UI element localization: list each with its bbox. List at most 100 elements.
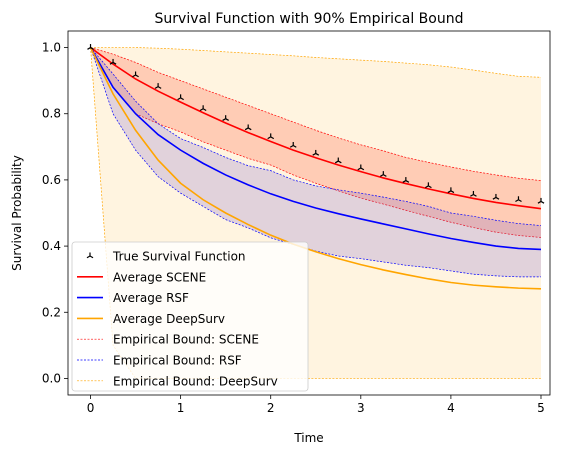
marker-arm	[515, 199, 519, 203]
legend-label: True Survival Function	[112, 250, 246, 264]
chart-title: Survival Function with 90% Empirical Bou…	[155, 11, 464, 27]
true-survival-point	[379, 171, 387, 177]
true-survival-point	[357, 164, 365, 171]
marker-arm	[90, 47, 94, 50]
marker-arm	[425, 185, 429, 189]
true-survival-point	[425, 182, 432, 189]
true-survival-point	[267, 133, 275, 140]
true-survival-point	[492, 193, 500, 200]
series-lines	[87, 44, 545, 290]
marker-arm	[492, 196, 497, 200]
bound-upper-scene	[90, 47, 542, 181]
true-survival-point	[537, 197, 545, 204]
marker-arm	[112, 61, 117, 65]
x-tick-label: 1	[177, 401, 185, 415]
marker-arm	[222, 118, 226, 121]
true-survival-point	[312, 149, 320, 156]
legend-label: Empirical Bound: RSF	[113, 354, 242, 368]
marker-arm	[135, 74, 139, 78]
marker-arm	[180, 97, 184, 101]
marker-arm	[334, 160, 339, 164]
true-survival-point	[447, 187, 455, 194]
marker-arm	[292, 144, 297, 148]
marker-arm	[337, 160, 342, 164]
y-axis: 0.0 0.2 0.4 0.6 0.8 1.0	[42, 41, 68, 385]
true-survival-point	[132, 71, 139, 78]
marker-arm	[312, 152, 317, 156]
marker-arm	[86, 255, 91, 259]
marker-arm	[357, 167, 362, 171]
marker-arm	[157, 86, 162, 89]
marker-arm	[267, 136, 272, 140]
marker-arm	[537, 200, 542, 204]
marker-arm	[495, 196, 500, 200]
true-survival-point	[222, 115, 230, 121]
y-tick-label: 0.6	[42, 173, 61, 187]
true-survival-point	[177, 94, 184, 101]
x-tick-label: 5	[537, 401, 545, 415]
band-fill-rsf	[90, 47, 541, 277]
y-tick-label: 0.8	[42, 107, 61, 121]
y-tick-label: 0.0	[42, 371, 61, 385]
x-axis-label: Time	[293, 431, 323, 445]
plot-frame	[67, 30, 551, 396]
true-survival-point	[244, 124, 252, 131]
y-tick-label: 0.2	[42, 305, 61, 319]
marker-arm	[540, 200, 545, 204]
marker-arm	[289, 144, 294, 148]
x-tick-label: 3	[357, 401, 365, 415]
legend-label: Average RSF	[113, 291, 189, 305]
legend-label: Average DeepSurv	[113, 312, 225, 326]
y-tick-label: 1.0	[42, 41, 61, 55]
marker-arm	[428, 185, 432, 189]
marker-arm	[360, 167, 365, 171]
marker-arm	[470, 193, 474, 197]
marker-arm	[473, 193, 477, 197]
line-deepsurv	[89, 47, 542, 290]
x-axis: 0 1 2 3 4 5	[87, 395, 545, 415]
marker-arm	[154, 86, 159, 89]
x-tick-label: 4	[447, 401, 455, 415]
true-survival-point	[199, 105, 207, 112]
band-fill-scene	[90, 47, 541, 238]
marker-arm	[244, 127, 249, 131]
marker-arm	[518, 199, 522, 203]
x-tick-label: 2	[267, 401, 275, 415]
line-rsf	[89, 47, 542, 251]
true-survival-point	[402, 177, 410, 183]
y-tick-label: 0.4	[42, 239, 61, 253]
true-survival-point	[470, 190, 477, 197]
marker-arm	[177, 97, 181, 101]
marker-arm	[450, 190, 455, 194]
bound-upper-deepsurv	[90, 47, 542, 78]
marker-arm	[447, 190, 452, 194]
marker-arm	[383, 174, 387, 177]
legend-box	[71, 241, 309, 392]
y-axis-label: Survival Probability	[10, 155, 24, 271]
true-survival-point	[289, 141, 297, 148]
marker-arm	[405, 180, 410, 183]
marker-arm	[132, 74, 136, 78]
marker-arm	[402, 180, 407, 183]
marker-arm	[315, 152, 320, 156]
marker-arm	[202, 108, 207, 112]
marker-arm	[89, 255, 94, 259]
legend-marker	[86, 252, 94, 259]
bound-lower-scene	[90, 47, 542, 238]
x-tick-label: 0	[87, 401, 95, 415]
legend-label: Empirical Bound: DeepSurv	[113, 374, 278, 388]
true-survival-point	[87, 44, 94, 50]
true-survival-point	[334, 157, 342, 164]
marker-arm	[87, 47, 91, 50]
marker-arm	[199, 108, 204, 112]
legend: True Survival Function Average SCENE Avera…	[71, 241, 309, 392]
true-survival-point	[154, 83, 162, 89]
line-scene	[90, 46, 542, 210]
marker-arm	[247, 127, 252, 131]
marker-arm	[379, 174, 384, 177]
marker-arm	[109, 61, 114, 65]
legend-label: Average SCENE	[113, 270, 206, 284]
marker-arm	[270, 136, 275, 140]
true-survival-point	[515, 196, 522, 203]
